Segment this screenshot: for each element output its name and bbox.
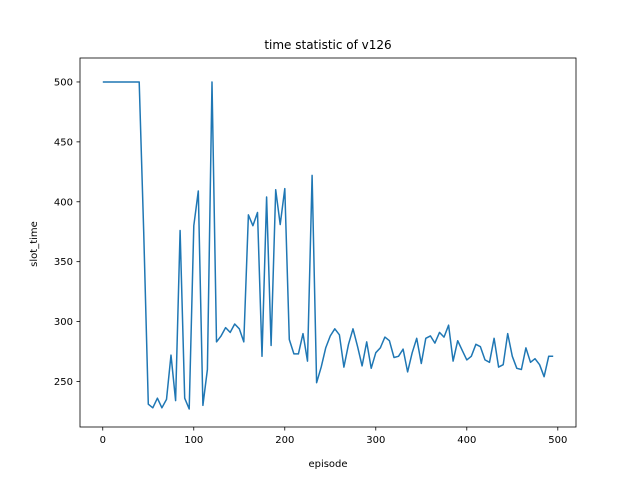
x-tick-label: 400	[457, 435, 476, 446]
x-tick-label: 0	[100, 435, 106, 446]
y-tick-label: 300	[54, 317, 73, 328]
y-tick-label: 350	[54, 257, 73, 268]
y-axis: 250 300 350 400 450 500	[54, 77, 80, 388]
plot-area	[79, 57, 577, 428]
x-tick-label: 100	[184, 435, 203, 446]
x-tick-label: 200	[275, 435, 294, 446]
x-axis: 0 100 200 300 400 500	[100, 427, 567, 446]
y-axis-label: slot_time	[29, 221, 40, 267]
y-tick-label: 450	[54, 137, 73, 148]
x-tick-label: 500	[548, 435, 567, 446]
y-tick-label: 400	[54, 197, 73, 208]
chart-title: time statistic of v126	[264, 38, 391, 52]
x-tick-label: 300	[366, 435, 385, 446]
y-tick-label: 250	[54, 377, 73, 388]
x-axis-label: episode	[308, 459, 347, 470]
plot-frame	[79, 57, 577, 428]
y-tick-label: 500	[54, 77, 73, 88]
series-line-0	[102, 81, 554, 410]
